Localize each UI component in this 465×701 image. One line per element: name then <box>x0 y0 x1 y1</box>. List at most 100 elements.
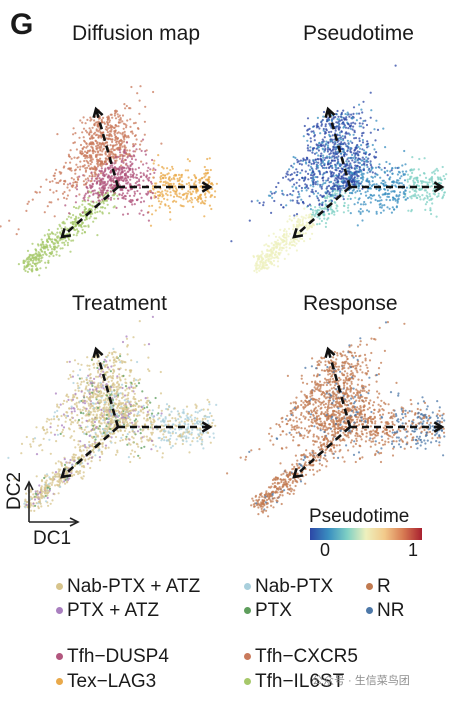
scatter-point <box>79 368 82 371</box>
scatter-point <box>408 177 411 181</box>
scatter-point <box>139 201 143 204</box>
scatter-point <box>126 192 129 195</box>
scatter-point <box>286 220 289 223</box>
scatter-point <box>322 172 325 175</box>
scatter-point <box>160 172 163 175</box>
scatter-point <box>351 189 354 192</box>
scatter-point <box>105 125 108 128</box>
scatter-point <box>103 180 106 183</box>
scatter-point <box>381 204 384 207</box>
scatter-point <box>424 176 428 179</box>
scatter-point <box>306 158 309 161</box>
scatter-point <box>347 204 350 207</box>
scatter-point <box>342 142 345 146</box>
scatter-point <box>66 227 69 230</box>
scatter-point <box>68 360 71 363</box>
scatter-point <box>54 475 57 478</box>
scatter-point <box>194 196 197 200</box>
scatter-point <box>95 158 99 161</box>
scatter-point <box>253 269 256 272</box>
scatter-point <box>51 250 54 253</box>
scatter-point <box>401 170 404 173</box>
scatter-point <box>52 242 55 245</box>
scatter-point <box>108 121 111 124</box>
scatter-point <box>125 179 129 182</box>
scatter-point <box>163 197 166 200</box>
scatter-point <box>409 195 412 198</box>
scatter-point <box>343 125 346 128</box>
scatter-point <box>333 201 336 204</box>
scatter-point <box>199 202 203 205</box>
scatter-point <box>361 111 364 114</box>
scatter-point <box>133 194 136 197</box>
scatter-point <box>30 509 33 512</box>
scatter-point <box>349 146 352 150</box>
scatter-point <box>325 129 328 132</box>
scatter-point <box>175 189 178 192</box>
scatter-point <box>291 194 294 197</box>
scatter-point <box>312 159 315 162</box>
scatter-point <box>114 144 117 147</box>
scatter-point <box>82 136 85 139</box>
scatter-point <box>187 423 190 426</box>
scatter-point <box>101 189 104 192</box>
scatter-point <box>115 159 118 162</box>
scatter-point <box>315 151 318 154</box>
scatter-point <box>162 430 165 433</box>
scatter-point <box>68 155 71 158</box>
scatter-point <box>100 370 103 373</box>
scatter-point <box>334 189 337 192</box>
scatter-point <box>288 247 291 250</box>
scatter-point <box>93 171 96 174</box>
scatter-point <box>164 204 167 207</box>
scatter-point <box>112 361 115 364</box>
scatter-point <box>307 128 310 131</box>
scatter-point <box>56 133 59 136</box>
scatter-point <box>439 178 442 181</box>
scatter-point <box>54 239 57 242</box>
scatter-point <box>123 130 126 133</box>
scatter-point <box>345 178 349 181</box>
scatter-point <box>69 373 72 377</box>
scatter-point <box>408 190 411 193</box>
scatter-point <box>190 431 193 434</box>
scatter-point <box>327 212 330 215</box>
scatter-point <box>108 359 112 362</box>
scatter-point <box>137 382 141 385</box>
scatter-point <box>334 194 337 197</box>
scatter-point <box>342 195 345 198</box>
scatter-point <box>142 200 146 203</box>
scatter-point <box>194 416 197 419</box>
scatter-point <box>125 104 128 108</box>
scatter-point <box>151 192 154 195</box>
scatter-point <box>209 168 212 172</box>
scatter-point <box>83 206 86 209</box>
scatter-point <box>299 171 302 175</box>
scatter-point <box>258 256 261 259</box>
scatter-point <box>285 238 288 241</box>
scatter-point <box>133 144 136 147</box>
scatter-point <box>121 175 124 178</box>
scatter-point <box>100 165 103 168</box>
scatter-point <box>293 214 296 217</box>
scatter-point <box>97 159 101 163</box>
scatter-point <box>383 170 386 173</box>
scatter-point <box>104 355 108 358</box>
scatter-point <box>309 146 312 149</box>
scatter-point <box>410 197 413 200</box>
scatter-point <box>346 139 349 142</box>
scatter-point <box>295 214 298 218</box>
scatter-point <box>212 419 215 422</box>
scatter-point <box>136 420 139 423</box>
scatter-point <box>307 164 310 167</box>
scatter-point <box>319 183 322 187</box>
scatter-panel-diffusion-map <box>0 85 218 277</box>
scatter-point <box>310 176 313 180</box>
scatter-point <box>107 138 110 141</box>
scatter-point <box>135 148 138 151</box>
scatter-point <box>36 493 39 496</box>
scatter-point <box>421 194 424 197</box>
scatter-point <box>375 119 378 122</box>
scatter-point <box>273 240 276 243</box>
scatter-point <box>335 147 338 150</box>
